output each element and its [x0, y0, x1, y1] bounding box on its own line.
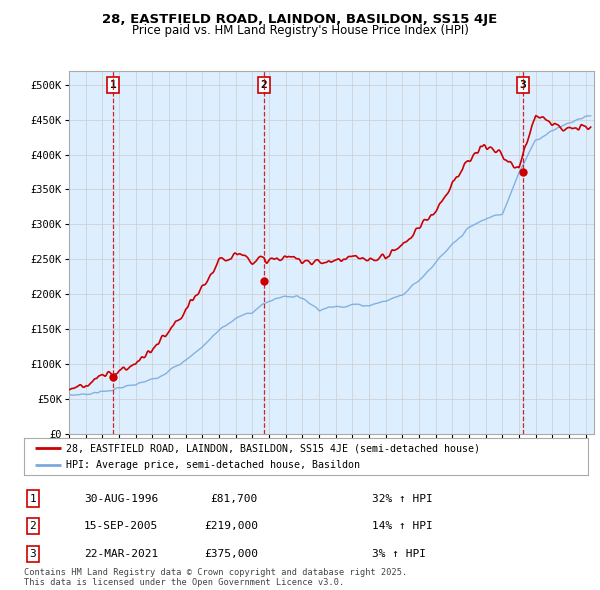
Text: 1: 1: [110, 80, 117, 90]
Text: 1: 1: [29, 494, 37, 503]
Text: 2: 2: [261, 80, 268, 90]
Text: 3% ↑ HPI: 3% ↑ HPI: [372, 549, 426, 559]
Text: 30-AUG-1996: 30-AUG-1996: [84, 494, 158, 503]
Text: HPI: Average price, semi-detached house, Basildon: HPI: Average price, semi-detached house,…: [66, 460, 360, 470]
Text: 32% ↑ HPI: 32% ↑ HPI: [372, 494, 433, 503]
Text: Contains HM Land Registry data © Crown copyright and database right 2025.
This d: Contains HM Land Registry data © Crown c…: [24, 568, 407, 587]
Text: 2: 2: [29, 522, 37, 531]
Text: 15-SEP-2005: 15-SEP-2005: [84, 522, 158, 531]
Text: 3: 3: [519, 80, 526, 90]
Text: Price paid vs. HM Land Registry's House Price Index (HPI): Price paid vs. HM Land Registry's House …: [131, 24, 469, 37]
Text: 3: 3: [29, 549, 37, 559]
Text: 14% ↑ HPI: 14% ↑ HPI: [372, 522, 433, 531]
Text: £219,000: £219,000: [204, 522, 258, 531]
Text: £375,000: £375,000: [204, 549, 258, 559]
Text: 22-MAR-2021: 22-MAR-2021: [84, 549, 158, 559]
Text: 28, EASTFIELD ROAD, LAINDON, BASILDON, SS15 4JE (semi-detached house): 28, EASTFIELD ROAD, LAINDON, BASILDON, S…: [66, 443, 481, 453]
Text: 28, EASTFIELD ROAD, LAINDON, BASILDON, SS15 4JE: 28, EASTFIELD ROAD, LAINDON, BASILDON, S…: [103, 13, 497, 26]
Text: £81,700: £81,700: [211, 494, 258, 503]
